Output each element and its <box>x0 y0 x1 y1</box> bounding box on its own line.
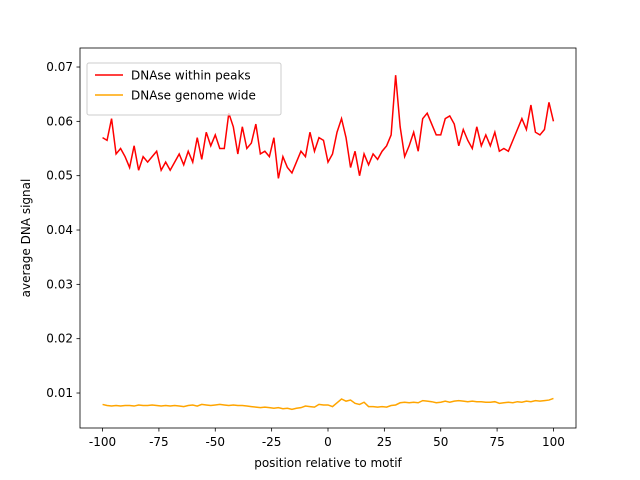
legend-label: DNAse within peaks <box>131 69 251 83</box>
y-tick-label: 0.05 <box>46 169 73 183</box>
x-axis-label: position relative to motif <box>254 456 402 470</box>
legend-box <box>86 62 282 116</box>
x-tick-label: 100 <box>542 435 565 449</box>
data-line <box>102 397 554 411</box>
x-tick-label: 50 <box>433 435 448 449</box>
legend-label: DNAse genome wide <box>131 89 256 103</box>
x-tick-label: -100 <box>89 435 116 449</box>
y-tick-label: 0.07 <box>46 60 73 74</box>
legend: DNAse within peaks DNAse genome wide <box>86 62 282 116</box>
x-tick-label: -75 <box>149 435 169 449</box>
y-tick-label: 0.04 <box>46 223 73 237</box>
x-tick-label: 25 <box>377 435 392 449</box>
plot-frame <box>79 47 577 429</box>
x-tick-label: 75 <box>489 435 504 449</box>
y-axis-label: average DNA signal <box>19 179 33 298</box>
x-tick-label: 0 <box>324 435 332 449</box>
y-tick-label: 0.02 <box>46 332 73 346</box>
x-tick-label: -50 <box>205 435 225 449</box>
y-tick-label: 0.01 <box>46 386 73 400</box>
x-tick-label: -25 <box>262 435 282 449</box>
data-line <box>102 75 555 179</box>
y-tick-label: 0.06 <box>46 114 73 128</box>
y-tick-label: 0.03 <box>46 277 73 291</box>
